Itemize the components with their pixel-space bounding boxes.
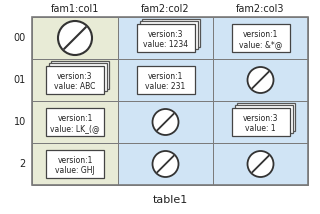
Text: value: 1: value: 1 bbox=[245, 124, 276, 133]
Text: 00: 00 bbox=[14, 33, 26, 43]
Text: version:3: version:3 bbox=[148, 30, 183, 39]
Text: 10: 10 bbox=[14, 117, 26, 127]
Bar bbox=[231, 108, 290, 136]
Circle shape bbox=[153, 109, 179, 135]
Text: version:1: version:1 bbox=[57, 156, 93, 165]
Text: value: ABC: value: ABC bbox=[54, 82, 96, 91]
Text: value: &*@: value: &*@ bbox=[239, 40, 282, 49]
Bar bbox=[118, 59, 213, 101]
Bar bbox=[231, 24, 290, 52]
Bar bbox=[32, 101, 118, 143]
Bar bbox=[32, 59, 118, 101]
Bar bbox=[118, 101, 213, 143]
Bar bbox=[235, 105, 292, 133]
Bar bbox=[236, 103, 294, 131]
Text: value: GHJ: value: GHJ bbox=[55, 166, 95, 175]
Bar bbox=[49, 63, 107, 91]
Bar bbox=[213, 17, 308, 59]
Text: value: 231: value: 231 bbox=[145, 82, 186, 91]
Text: version:3: version:3 bbox=[57, 72, 93, 81]
Bar bbox=[141, 19, 199, 47]
Bar bbox=[137, 66, 195, 94]
Bar bbox=[137, 24, 195, 52]
Bar bbox=[46, 66, 104, 94]
Circle shape bbox=[58, 21, 92, 55]
Text: version:3: version:3 bbox=[243, 114, 278, 123]
Circle shape bbox=[247, 151, 274, 177]
Text: table1: table1 bbox=[152, 195, 188, 205]
Bar bbox=[32, 143, 118, 185]
Text: 01: 01 bbox=[14, 75, 26, 85]
Text: fam1:col1: fam1:col1 bbox=[51, 3, 99, 13]
Circle shape bbox=[153, 151, 179, 177]
Bar bbox=[213, 143, 308, 185]
Text: value: LK_(@: value: LK_(@ bbox=[50, 124, 100, 133]
Text: version:1: version:1 bbox=[148, 72, 183, 81]
Bar bbox=[32, 17, 308, 185]
Bar bbox=[32, 17, 118, 59]
Circle shape bbox=[247, 67, 274, 93]
Text: fam2:col2: fam2:col2 bbox=[141, 3, 190, 13]
Bar bbox=[118, 17, 213, 59]
Text: fam2:col3: fam2:col3 bbox=[236, 3, 285, 13]
Text: value: 1234: value: 1234 bbox=[143, 40, 188, 49]
Bar bbox=[213, 101, 308, 143]
Text: version:1: version:1 bbox=[243, 30, 278, 39]
Bar bbox=[213, 59, 308, 101]
Bar bbox=[118, 143, 213, 185]
Bar bbox=[46, 150, 104, 178]
Bar bbox=[140, 21, 197, 49]
Bar bbox=[46, 108, 104, 136]
Text: version:1: version:1 bbox=[57, 114, 93, 123]
Text: 2: 2 bbox=[20, 159, 26, 169]
Bar bbox=[51, 61, 109, 89]
